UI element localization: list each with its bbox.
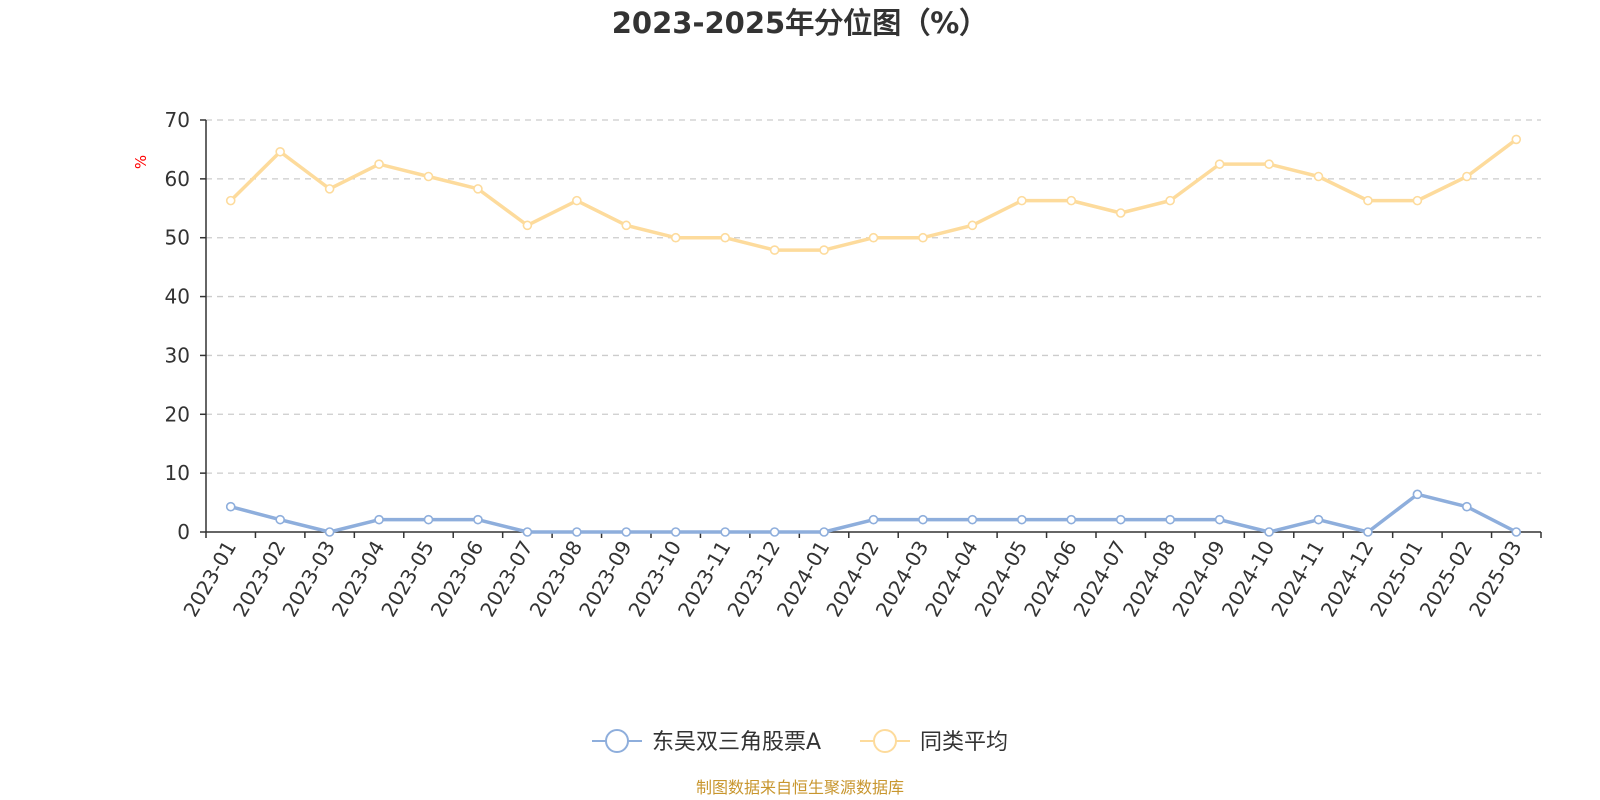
- data-point: [967, 514, 978, 525]
- y-tick-label: 20: [165, 402, 190, 426]
- data-point: [1511, 134, 1522, 145]
- data-point: [1115, 514, 1126, 525]
- y-tick-label: 0: [177, 520, 190, 544]
- data-point: [1264, 527, 1274, 537]
- data-point: [275, 514, 285, 525]
- data-point: [819, 245, 829, 255]
- data-point: [1511, 527, 1522, 537]
- series-lines: [225, 134, 1522, 537]
- data-point: [1214, 514, 1225, 525]
- data-point: [522, 220, 533, 231]
- data-point: [1412, 489, 1423, 500]
- data-point: [374, 159, 384, 169]
- data-point: [1066, 514, 1077, 525]
- y-tick-label: 50: [165, 226, 190, 250]
- series-1: [225, 489, 1522, 537]
- data-point: [1462, 501, 1472, 512]
- data-point: [423, 171, 434, 182]
- data-point: [720, 232, 730, 243]
- y-tick-label: 40: [165, 285, 190, 309]
- data-point: [1214, 159, 1225, 169]
- data-point: [918, 232, 928, 243]
- source-note: 制图数据来自恒生聚源数据库: [696, 778, 904, 797]
- data-point: [621, 527, 632, 537]
- legend-item-1[interactable]: 东吴双三角股票A: [592, 729, 821, 755]
- data-point: [473, 184, 483, 194]
- data-point: [868, 514, 879, 525]
- data-point: [275, 146, 285, 157]
- data-point: [819, 527, 829, 537]
- data-point: [225, 195, 236, 206]
- data-point: [225, 501, 236, 512]
- y-tick-label: 60: [165, 167, 190, 191]
- legend[interactable]: 东吴双三角股票A 同类平均: [592, 729, 1008, 755]
- data-point: [1165, 514, 1175, 525]
- data-point: [572, 527, 582, 537]
- data-point: [769, 245, 780, 255]
- data-point: [967, 220, 978, 231]
- data-point: [720, 527, 730, 537]
- y-tick-label: 10: [165, 461, 190, 485]
- data-point: [473, 514, 483, 525]
- data-point: [423, 514, 434, 525]
- data-point: [918, 514, 928, 525]
- data-point: [670, 527, 681, 537]
- data-point: [868, 232, 879, 243]
- chart-title: 2023-2025年分位图（%）: [612, 6, 989, 40]
- y-tick-label: 30: [165, 343, 190, 367]
- data-point: [1017, 514, 1027, 525]
- data-point: [1313, 514, 1324, 525]
- data-point: [1412, 195, 1423, 206]
- data-point: [1363, 195, 1373, 206]
- legend-label: 东吴双三角股票A: [652, 730, 821, 755]
- data-point: [374, 514, 384, 525]
- data-point: [1017, 195, 1027, 206]
- data-point: [621, 220, 632, 231]
- data-point: [1462, 171, 1472, 182]
- y-axis-unit: %: [132, 155, 150, 169]
- legend-item-2[interactable]: 同类平均: [860, 729, 1008, 755]
- data-point: [1066, 195, 1077, 206]
- data-point: [324, 184, 335, 194]
- series-2: [225, 134, 1522, 255]
- data-point: [1363, 527, 1373, 537]
- data-point: [522, 527, 533, 537]
- data-point: [670, 232, 681, 243]
- data-point: [1165, 195, 1175, 206]
- data-point: [324, 527, 335, 537]
- series-line: [228, 492, 1519, 534]
- legend-label: 同类平均: [920, 730, 1008, 755]
- y-tick-label: 70: [165, 108, 190, 132]
- data-point: [1115, 208, 1126, 218]
- legend-marker: [873, 729, 897, 753]
- data-point: [1313, 171, 1324, 182]
- data-point: [572, 195, 582, 206]
- data-point: [1264, 159, 1274, 169]
- legend-marker: [605, 729, 629, 753]
- gridlines: [206, 119, 1541, 474]
- data-point: [769, 527, 780, 537]
